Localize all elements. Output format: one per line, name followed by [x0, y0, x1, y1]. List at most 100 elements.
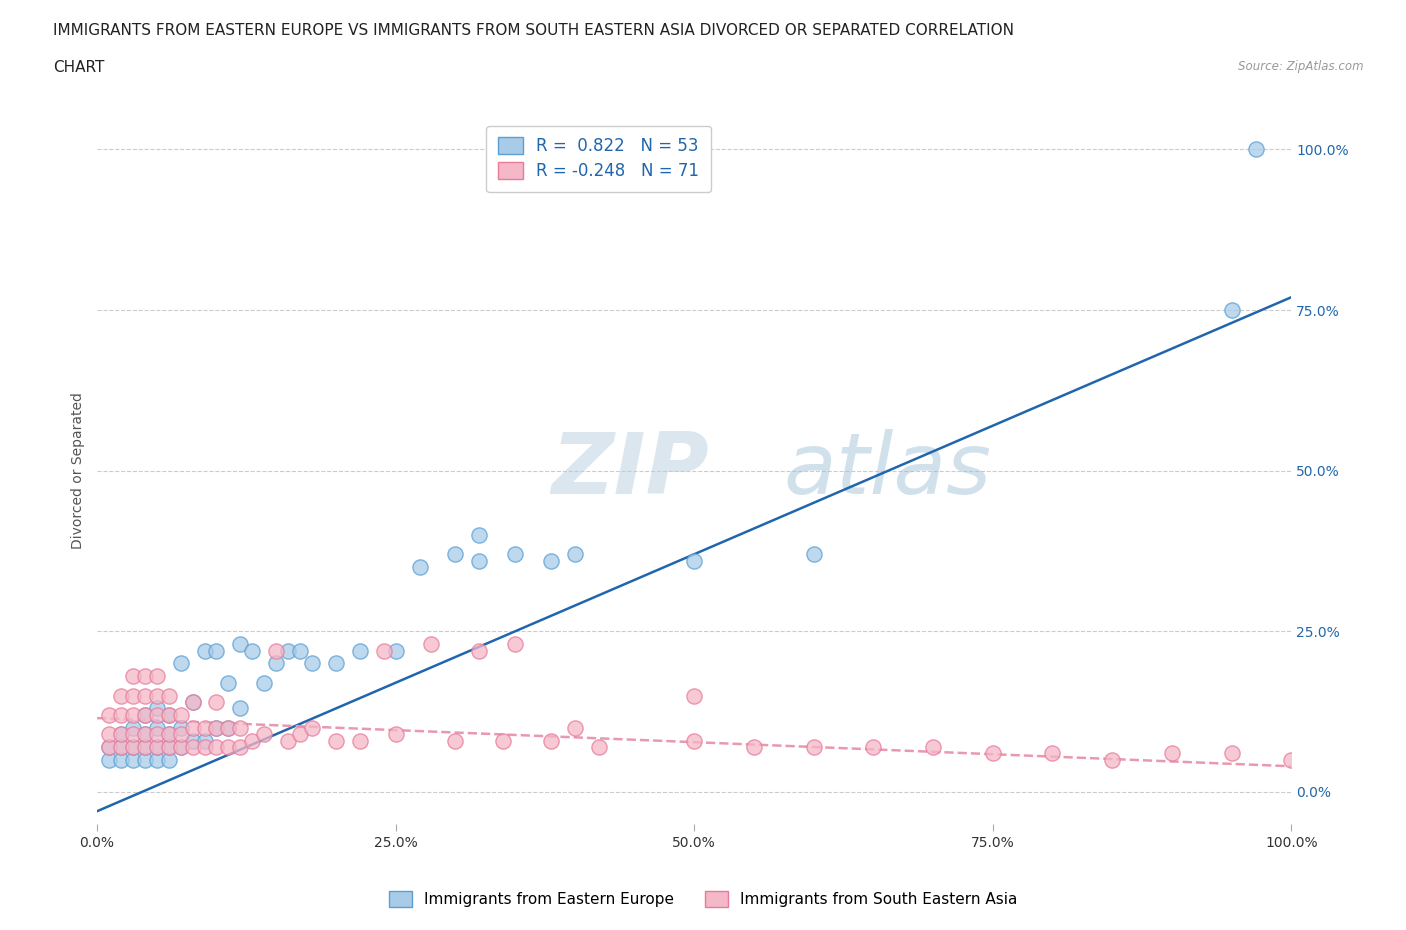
Point [122, 726, 145, 741]
Point [1220, 302, 1243, 317]
Point [110, 726, 132, 741]
Point [408, 560, 430, 575]
Point [240, 644, 263, 658]
Point [349, 733, 371, 748]
Point [540, 553, 562, 568]
Point [588, 739, 610, 754]
Point [181, 733, 204, 748]
Point [98, 739, 121, 754]
Point [145, 739, 167, 754]
Point [157, 708, 180, 723]
Text: atlas: atlas [783, 430, 991, 512]
Point [157, 752, 180, 767]
Point [98, 726, 121, 741]
Point [122, 752, 145, 767]
Point [683, 733, 706, 748]
Point [134, 708, 156, 723]
Point [468, 553, 491, 568]
Point [1161, 746, 1184, 761]
Point [134, 726, 156, 741]
Point [205, 720, 228, 735]
Point [564, 547, 586, 562]
Point [253, 726, 276, 741]
Point [157, 739, 180, 754]
Point [444, 547, 467, 562]
Point [217, 720, 239, 735]
Point [122, 739, 145, 754]
Point [98, 739, 121, 754]
Point [981, 746, 1004, 761]
Text: IMMIGRANTS FROM EASTERN EUROPE VS IMMIGRANTS FROM SOUTH EASTERN ASIA DIVORCED OR: IMMIGRANTS FROM EASTERN EUROPE VS IMMIGR… [53, 23, 1014, 38]
Point [468, 644, 491, 658]
Text: CHART: CHART [53, 60, 105, 75]
Point [277, 733, 299, 748]
Point [145, 739, 167, 754]
Text: ZIP: ZIP [551, 430, 709, 512]
Point [1279, 752, 1302, 767]
Point [169, 739, 191, 754]
Point [122, 669, 145, 684]
Point [181, 739, 204, 754]
Point [134, 669, 156, 684]
Point [540, 733, 562, 748]
Text: Source: ZipAtlas.com: Source: ZipAtlas.com [1239, 60, 1364, 73]
Point [169, 720, 191, 735]
Point [134, 752, 156, 767]
Point [145, 752, 167, 767]
Point [264, 656, 287, 671]
Point [803, 547, 825, 562]
Point [134, 688, 156, 703]
Point [145, 701, 167, 716]
Point [169, 708, 191, 723]
Point [193, 644, 215, 658]
Point [98, 752, 121, 767]
Point [384, 726, 406, 741]
Point [98, 708, 121, 723]
Point [492, 733, 515, 748]
Point [229, 720, 252, 735]
Point [157, 739, 180, 754]
Point [134, 739, 156, 754]
Point [683, 688, 706, 703]
Point [193, 720, 215, 735]
Point [145, 669, 167, 684]
Point [1244, 142, 1267, 157]
Point [922, 739, 945, 754]
Point [288, 726, 311, 741]
Point [253, 675, 276, 690]
Point [217, 675, 239, 690]
Point [134, 708, 156, 723]
Point [122, 720, 145, 735]
Point [110, 688, 132, 703]
Point [122, 739, 145, 754]
Point [205, 739, 228, 754]
Y-axis label: Divorced or Separated: Divorced or Separated [72, 392, 86, 549]
Point [301, 656, 323, 671]
Point [288, 644, 311, 658]
Point [157, 726, 180, 741]
Point [169, 726, 191, 741]
Point [205, 695, 228, 710]
Point [468, 527, 491, 542]
Point [229, 637, 252, 652]
Point [325, 656, 347, 671]
Legend: Immigrants from Eastern Europe, Immigrants from South Eastern Asia: Immigrants from Eastern Europe, Immigran… [382, 884, 1024, 913]
Point [157, 726, 180, 741]
Point [229, 739, 252, 754]
Point [193, 739, 215, 754]
Point [683, 553, 706, 568]
Point [145, 708, 167, 723]
Point [110, 752, 132, 767]
Point [503, 637, 526, 652]
Point [205, 644, 228, 658]
Point [384, 644, 406, 658]
Point [145, 726, 167, 741]
Point [157, 688, 180, 703]
Point [1220, 746, 1243, 761]
Point [110, 708, 132, 723]
Point [193, 733, 215, 748]
Legend: R =  0.822   N = 53, R = -0.248   N = 71: R = 0.822 N = 53, R = -0.248 N = 71 [486, 126, 711, 192]
Point [134, 739, 156, 754]
Point [1042, 746, 1064, 761]
Point [420, 637, 443, 652]
